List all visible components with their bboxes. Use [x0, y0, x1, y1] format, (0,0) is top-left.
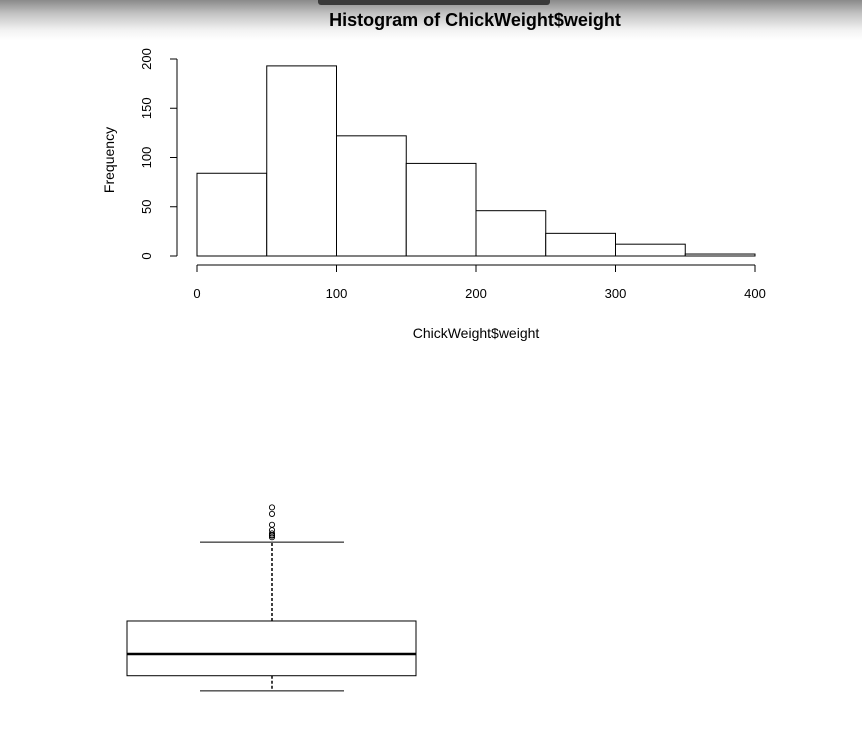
- box-iqr: [126, 620, 417, 677]
- histogram-bars: [196, 65, 756, 257]
- histogram-title: Histogram of ChickWeight$weight: [329, 10, 621, 30]
- x-tick-label: 100: [326, 286, 348, 301]
- tab-handle[interactable]: [318, 0, 550, 5]
- outlier-point: [268, 527, 276, 534]
- y-axis: 0 50 100 150 200: [139, 48, 178, 260]
- histogram-bar: [266, 65, 337, 257]
- boxplot: [126, 504, 417, 692]
- histogram-bar: [336, 135, 407, 257]
- y-axis-title: Frequency: [101, 127, 117, 193]
- x-tick-label: 300: [605, 286, 627, 301]
- histogram-bar: [475, 210, 547, 257]
- histogram-bar: [545, 232, 616, 257]
- x-axis-title: ChickWeight$weight: [413, 325, 540, 341]
- histogram-bar: [684, 253, 756, 257]
- y-tick-label: 200: [139, 48, 154, 70]
- window-top-bar: [0, 0, 862, 40]
- histogram-bar: [405, 162, 477, 257]
- x-tick-label: 400: [744, 286, 766, 301]
- y-tick-label: 150: [139, 97, 154, 119]
- outlier-point: [268, 530, 276, 537]
- outlier-point: [268, 534, 276, 541]
- outlier-point: [268, 510, 276, 517]
- outlier-point: [268, 521, 276, 528]
- x-axis: 0 100 200 300 400: [193, 264, 766, 301]
- histogram-bar: [196, 172, 268, 257]
- x-tick-label: 0: [193, 286, 200, 301]
- outlier-point: [268, 504, 276, 511]
- y-tick-label: 50: [139, 200, 154, 214]
- histogram: Histogram of ChickWeight$weight 0 100 200 3…: [101, 10, 766, 341]
- histogram-bar: [615, 243, 686, 257]
- y-tick-label: 0: [139, 252, 154, 259]
- y-tick-label: 100: [139, 147, 154, 169]
- x-tick-label: 200: [465, 286, 487, 301]
